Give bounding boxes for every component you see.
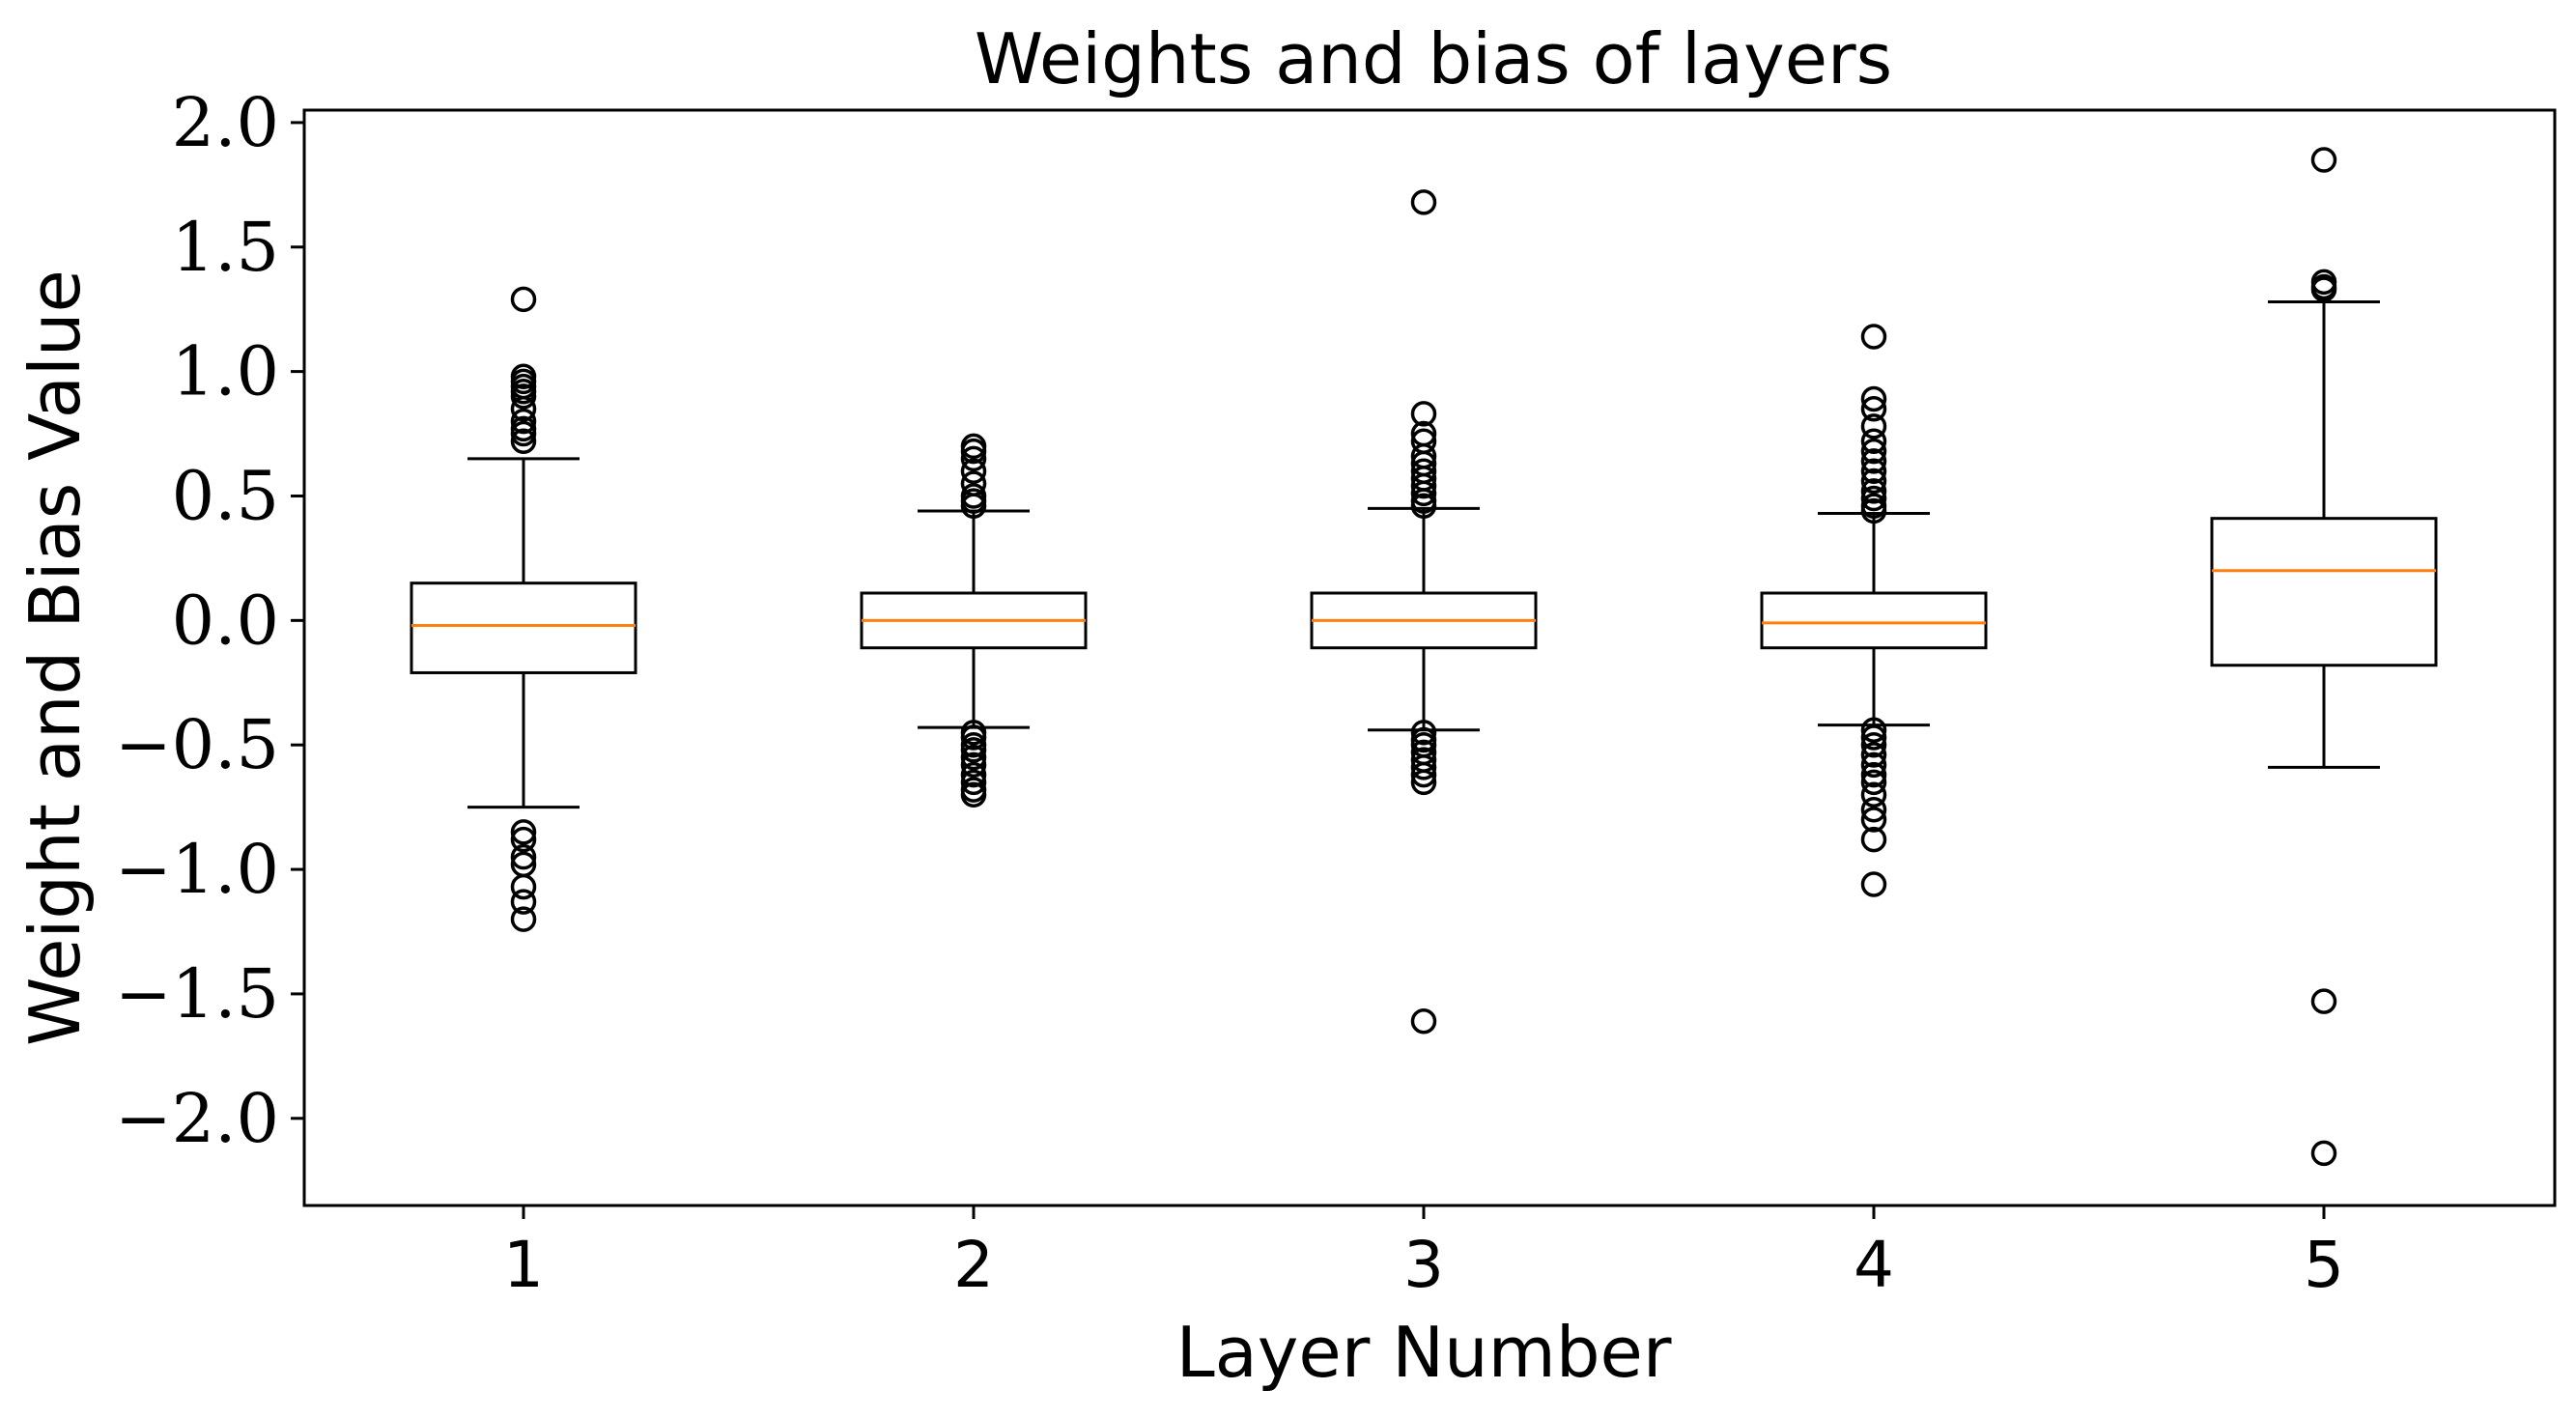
outlier-point (510, 906, 537, 932)
outlier-point (960, 761, 987, 788)
outlier-point (1410, 401, 1437, 427)
box-group-layer-2 (860, 433, 1088, 808)
outlier-point (1860, 826, 1887, 853)
outlier-point (1860, 717, 1887, 743)
outlier-point (960, 438, 987, 465)
outlier-point (1860, 396, 1887, 422)
outlier-point (1860, 807, 1887, 833)
iqr-box (1760, 591, 1988, 650)
outlier-point (1860, 428, 1887, 455)
x-axis-label: Layer Number (1176, 1312, 1672, 1393)
outlier-point (960, 445, 987, 472)
outlier-point (510, 408, 537, 435)
outlier-point (2310, 1140, 2337, 1167)
outlier-point (960, 458, 987, 484)
iqr-box (410, 581, 637, 674)
outlier-point (1860, 385, 1887, 412)
outlier-point (510, 873, 537, 900)
outlier-point (1860, 458, 1887, 484)
x-tick-label: 3 (1403, 1228, 1444, 1302)
y-axis-label: Weight and Bias Value (14, 269, 96, 1046)
y-tick-label: −2.0 (115, 1079, 279, 1158)
outlier-point (1860, 497, 1887, 525)
outlier-point (1860, 478, 1887, 504)
outlier-point (1860, 761, 1887, 788)
outlier-point (1860, 324, 1887, 350)
outlier-point (2310, 147, 2337, 173)
outlier-point (960, 752, 987, 779)
outlier-point (1860, 781, 1887, 808)
outlier-point (2310, 276, 2337, 302)
box-group-layer-1 (410, 286, 637, 932)
y-tick-label: −1.0 (115, 830, 279, 909)
y-tick-label: 2.0 (172, 83, 279, 162)
y-tick-label: −1.5 (115, 954, 279, 1034)
box-group-layer-3 (1310, 189, 1538, 1035)
outlier-point (510, 826, 537, 853)
outlier-point (1860, 438, 1887, 465)
outlier-point (510, 428, 537, 455)
outlier-point (1410, 754, 1437, 780)
outlier-point (1410, 1008, 1437, 1035)
outlier-point (960, 724, 987, 751)
outlier-point (510, 383, 537, 410)
outlier-point (510, 286, 537, 313)
outlier-point (960, 737, 987, 763)
chart-title: Weights and bias of layers (975, 18, 1892, 99)
outlier-point (2310, 988, 2337, 1014)
outlier-point (510, 889, 537, 915)
outlier-point (1860, 752, 1887, 779)
x-tick-label: 1 (503, 1228, 544, 1302)
outlier-point (1410, 480, 1437, 507)
outlier-point (1860, 468, 1887, 495)
outlier-point (510, 420, 537, 447)
x-tick-label: 2 (953, 1228, 994, 1302)
outlier-point (960, 493, 987, 520)
y-axis: 2.0 1.5 1.0 0.5 0.0 −0.5 −1.0 −1.5 −2.0 (115, 83, 304, 1158)
y-tick-label: 1.0 (172, 332, 279, 411)
plot-area (410, 147, 2438, 1167)
outlier-point (1860, 724, 1887, 751)
y-tick-label: −0.5 (115, 705, 279, 784)
outlier-point (1860, 871, 1887, 897)
outlier-point (1860, 448, 1887, 474)
outlier-point (510, 819, 537, 845)
y-tick-label: 0.5 (172, 456, 279, 535)
outlier-point (960, 744, 987, 771)
y-tick-label: 0.0 (172, 581, 279, 660)
outlier-point (1860, 742, 1887, 768)
plot-frame (302, 108, 2557, 1207)
outlier-point (1860, 731, 1887, 758)
x-tick-label: 4 (1854, 1228, 1894, 1302)
outlier-point (1860, 485, 1887, 512)
outlier-point (1410, 472, 1437, 499)
outlier-point (960, 769, 987, 796)
outlier-point (1860, 769, 1887, 796)
x-tick-label: 5 (2304, 1228, 2344, 1302)
outlier-point (1410, 720, 1437, 746)
box-group-layer-5 (2210, 147, 2438, 1167)
outlier-point (510, 396, 537, 422)
iqr-box (2210, 517, 2438, 667)
box-group-layer-4 (1760, 324, 1988, 897)
outlier-point (1860, 796, 1887, 823)
outlier-point (960, 781, 987, 808)
outlier-point (510, 843, 537, 870)
outlier-point (1410, 493, 1437, 520)
x-axis: 1 2 3 4 5 (503, 1205, 2344, 1302)
outlier-point (1860, 413, 1887, 440)
outlier-point (1410, 189, 1437, 215)
y-tick-label: 1.5 (172, 208, 279, 287)
outlier-point (1410, 761, 1437, 788)
outlier-point (1410, 769, 1437, 796)
